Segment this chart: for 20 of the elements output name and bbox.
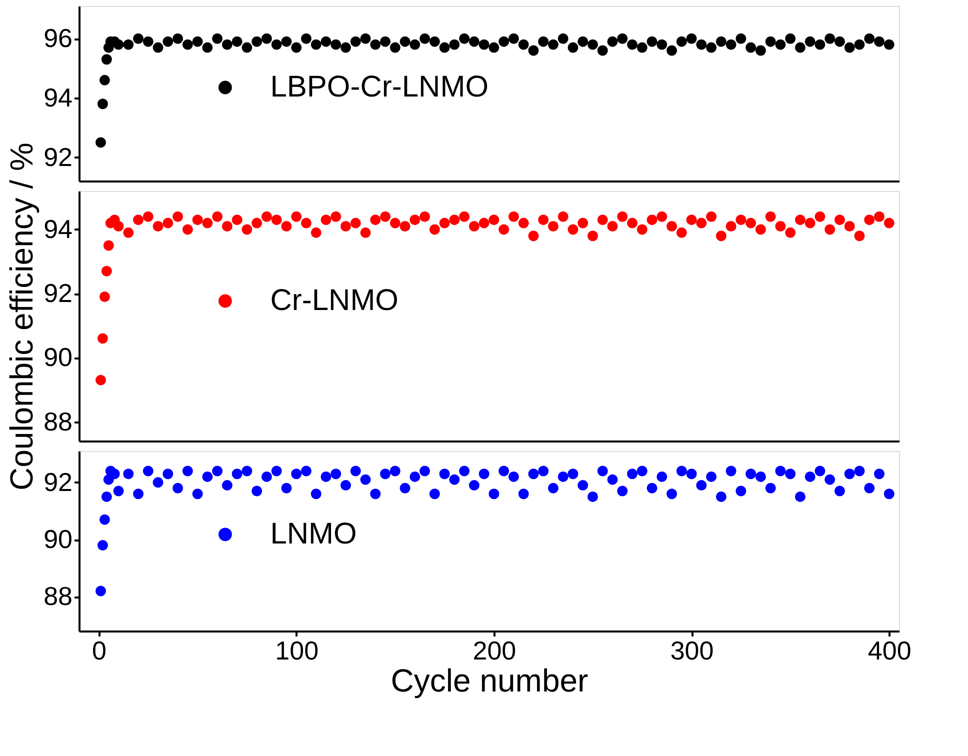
legend-label: LBPO-Cr-LNMO	[270, 70, 489, 104]
x-tick-label: 300	[670, 636, 714, 666]
legend-label: Cr-LNMO	[270, 284, 399, 317]
y-tick-label: 88	[44, 406, 72, 436]
y-tick-label: 94	[44, 214, 72, 244]
y-tick-label: 92	[44, 142, 72, 172]
x-tick-label: 200	[472, 636, 516, 666]
legend-label: LNMO	[270, 517, 357, 550]
x-axis-title: Cycle number	[390, 662, 589, 698]
y-tick-label: 92	[44, 278, 72, 308]
y-tick-label: 90	[44, 524, 72, 554]
x-tick-label: 0	[92, 636, 106, 666]
y-tick-label: 90	[44, 342, 72, 372]
y-axis-title: Coulombic efficiency / %	[4, 142, 40, 490]
y-tick-label: 92	[44, 466, 72, 497]
x-tick-label: 400	[868, 636, 912, 666]
y-tick-label: 94	[44, 82, 72, 112]
y-tick-label: 88	[44, 581, 72, 612]
x-tick-label: 100	[275, 636, 319, 666]
y-tick-label: 96	[44, 23, 72, 54]
